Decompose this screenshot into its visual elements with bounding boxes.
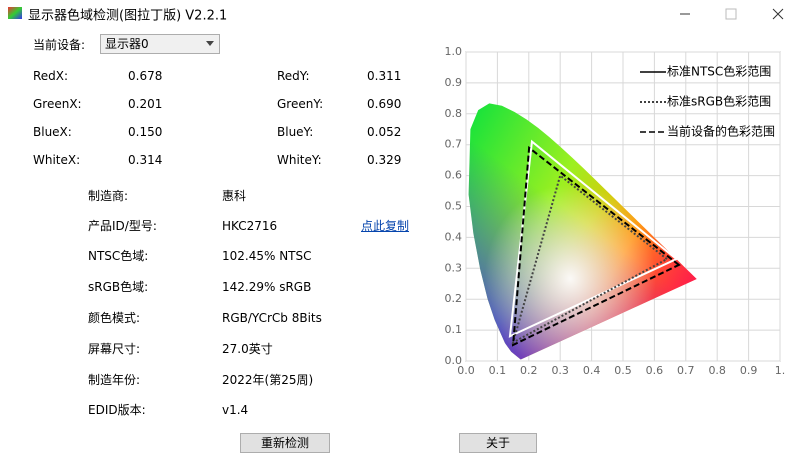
reading-value: 0.678 <box>128 69 163 83</box>
gamut-triangle <box>511 145 681 347</box>
y-tick-label: 0.4 <box>445 230 463 243</box>
info-label: 屏幕尺寸: <box>88 342 141 356</box>
reading-value: 0.052 <box>367 125 402 139</box>
window-title: 显示器色域检测(图拉丁版) V2.2.1 <box>28 8 227 24</box>
app-icon <box>8 7 22 19</box>
reading-label: BlueX: <box>33 125 72 139</box>
info-value: 142.29% sRGB <box>222 280 312 294</box>
y-tick-label: 0.1 <box>445 323 463 336</box>
y-tick-label: 0.2 <box>445 292 463 305</box>
reading-value: 0.690 <box>367 97 402 111</box>
redetect-button[interactable]: 重新检测 <box>240 433 330 453</box>
x-tick-label: 0.6 <box>646 364 664 377</box>
device-label: 当前设备: <box>33 38 86 52</box>
info-label: 制造商: <box>88 189 129 203</box>
x-tick-label: 0.1 <box>489 364 507 377</box>
x-tick-label: 0.8 <box>708 364 726 377</box>
info-label: 产品ID/型号: <box>88 219 157 233</box>
reading-label: GreenY: <box>277 97 324 111</box>
title-bar: 显示器色域检测(图拉丁版) V2.2.1 <box>8 7 784 24</box>
y-tick-label: 1.0 <box>445 45 463 58</box>
x-tick-label: 0.0 <box>457 364 475 377</box>
y-tick-label: 0.5 <box>445 200 463 213</box>
reading-label: WhiteY: <box>277 153 322 167</box>
reading-label: RedY: <box>277 69 310 83</box>
close-button[interactable] <box>772 8 784 20</box>
info-value: v1.4 <box>222 403 249 417</box>
gamut-triangle <box>511 173 669 345</box>
x-tick-label: 0.3 <box>551 364 569 377</box>
legend-label: 当前设备的色彩范围 <box>667 124 775 139</box>
info-value: 27.0英寸 <box>222 342 273 356</box>
about-button[interactable]: 关于 <box>459 433 537 453</box>
info-label: sRGB色域: <box>88 280 149 294</box>
info-value: 2022年(第25周) <box>222 373 314 387</box>
reading-label: BlueY: <box>277 125 314 139</box>
reading-value: 0.329 <box>367 153 402 167</box>
info-label: 颜色模式: <box>88 311 141 325</box>
info-value: 惠科 <box>222 189 247 203</box>
reading-value: 0.311 <box>367 69 402 83</box>
info-label: NTSC色域: <box>88 249 149 263</box>
info-value: 102.45% NTSC <box>222 249 312 263</box>
cie-chart: 0.0 0.1 0.2 0.3 0.4 0.5 0.6 0.7 0.8 0.9 1. 0.0 0.1 0.… <box>445 45 786 377</box>
reading-value: 0.150 <box>128 125 163 139</box>
info-label: EDID版本: <box>88 403 146 417</box>
dropdown-arrow <box>206 41 214 46</box>
x-tick-label: 1. <box>775 364 786 377</box>
y-tick-label: 0.6 <box>445 169 463 182</box>
y-tick-label: 0.9 <box>445 76 463 89</box>
reading-value: 0.314 <box>128 153 163 167</box>
dropdown-value: 显示器0 <box>105 37 149 51</box>
reading-label: RedX: <box>33 69 69 83</box>
legend-label: 标准NTSC色彩范围 <box>667 65 771 79</box>
copy-link[interactable]: 点此复制 <box>361 219 410 233</box>
x-tick-label: 0.2 <box>520 364 538 377</box>
x-tick-label: 0.4 <box>583 364 601 377</box>
reading-value: 0.201 <box>128 97 163 111</box>
maximize-button[interactable] <box>725 8 737 20</box>
reading-label: WhiteX: <box>33 153 81 167</box>
x-tick-label: 0.9 <box>740 364 758 377</box>
y-tick-label: 0.3 <box>445 261 463 274</box>
legend-label: 标准sRGB色彩范围 <box>667 95 771 109</box>
info-value: RGB/YCrCb 8Bits <box>222 311 322 325</box>
device-dropdown[interactable]: 显示器0 <box>100 34 220 54</box>
y-tick-label: 0.0 <box>445 354 463 367</box>
x-tick-label: 0.7 <box>677 364 695 377</box>
info-label: 制造年份: <box>88 373 141 387</box>
y-tick-label: 0.7 <box>445 138 463 151</box>
y-tick-label: 0.8 <box>445 107 463 120</box>
reading-label: GreenX: <box>33 97 82 111</box>
x-tick-label: 0.5 <box>614 364 632 377</box>
info-value: HKC2716 <box>222 219 278 233</box>
